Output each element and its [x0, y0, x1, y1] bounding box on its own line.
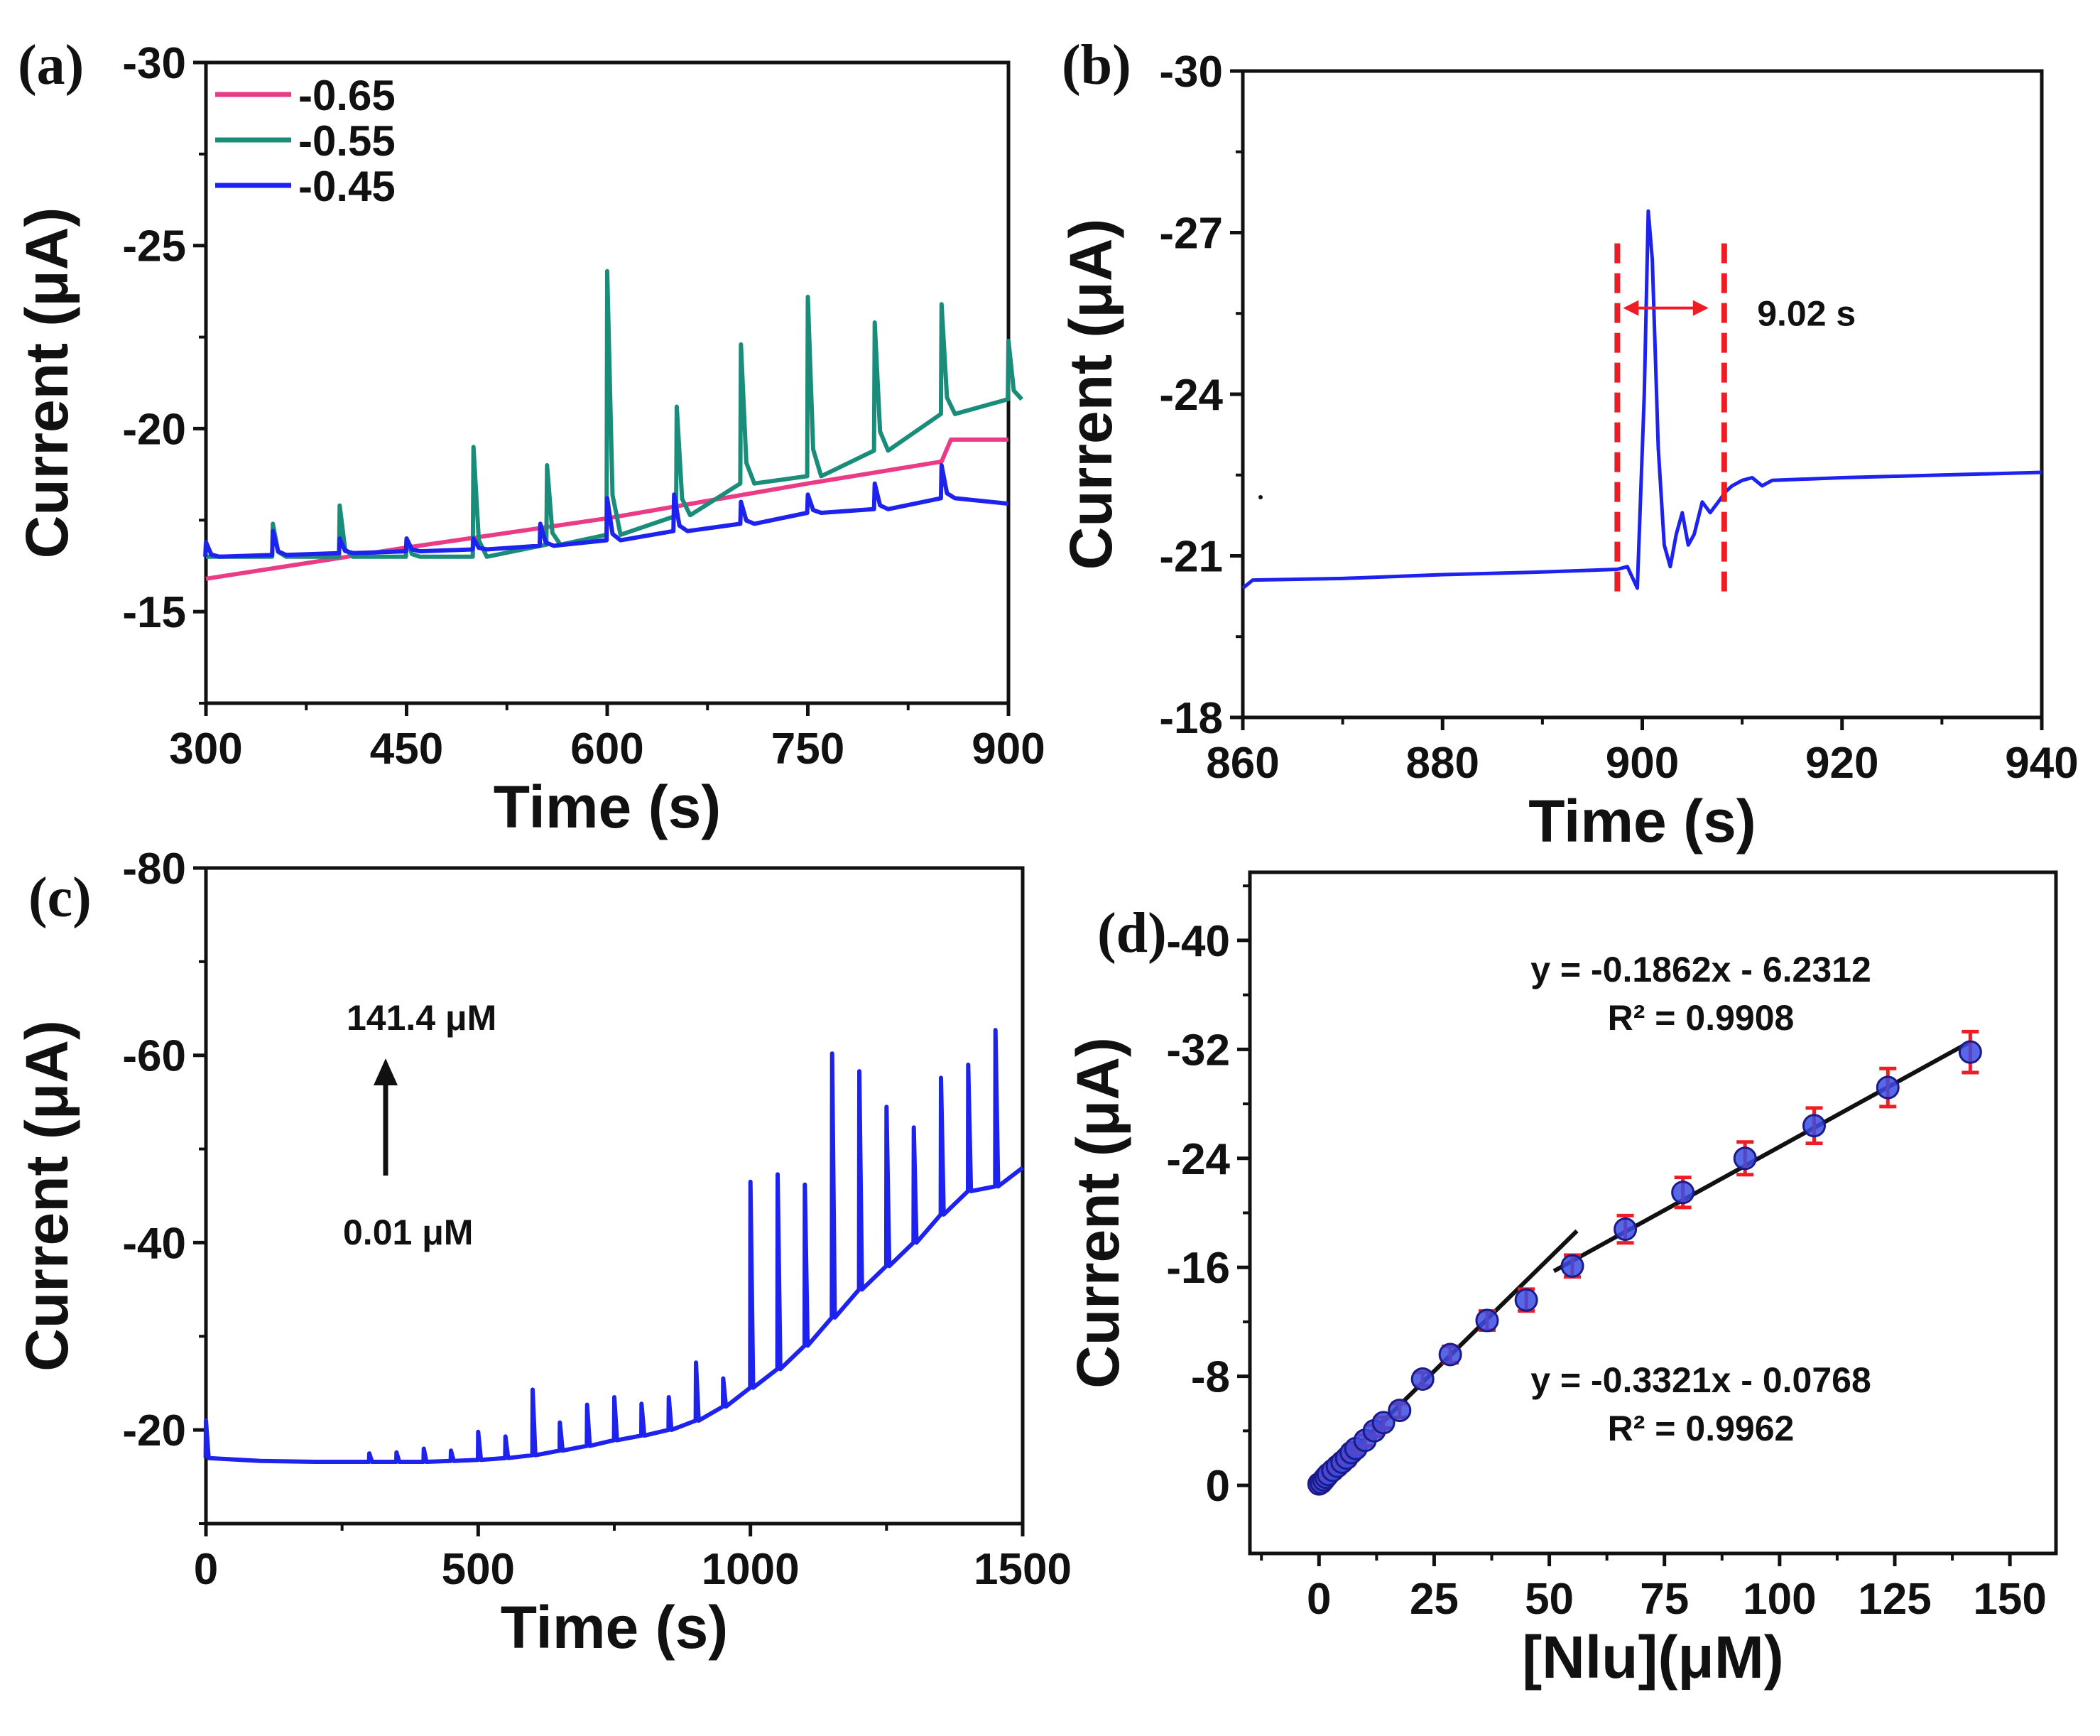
fit-r2-lower: R² = 0.9962	[1608, 1409, 1795, 1448]
x-tick-label: 1000	[702, 1545, 800, 1594]
y-tick-label: -20	[122, 405, 186, 454]
y-axis-label: Current (μA)	[1065, 1037, 1131, 1389]
data-point	[1475, 1308, 1499, 1333]
x-tick-label: 300	[169, 725, 242, 774]
panel-b: 860 880 900 920 940 -18 -21 -24 -27 -30 Time (s) Cu…	[1057, 34, 2079, 855]
panel-c: 0 500 1000 1500 -20 -40 -60 -80 Time (s) Current …	[13, 845, 1072, 1661]
y-tick-label: -40	[1166, 917, 1230, 966]
y-tick-label: -8	[1191, 1353, 1230, 1402]
y-tick-label: -27	[1159, 210, 1223, 259]
legend-label: -0.65	[298, 72, 396, 119]
data-point	[1388, 1399, 1412, 1423]
y-tick-label: -80	[122, 845, 186, 894]
fit-equation-upper: y = -0.1862x - 6.2312	[1530, 950, 1871, 989]
x-tick-label: 900	[1606, 739, 1679, 788]
x-tick-label: 940	[2005, 739, 2078, 788]
series--0.55	[206, 268, 1024, 559]
data-point	[1614, 1217, 1638, 1242]
y-tick-label: 0	[1206, 1462, 1230, 1511]
x-axis-label: Time (s)	[1528, 788, 1756, 855]
x-tick-label: 50	[1525, 1575, 1574, 1624]
y-tick-label: -15	[122, 588, 186, 637]
arrow-head	[374, 1058, 398, 1085]
x-tick-label: 920	[1805, 739, 1878, 788]
y-tick-label: -25	[122, 222, 186, 271]
y-tick-label: -24	[1166, 1135, 1230, 1184]
panel-label: (d)	[1097, 902, 1167, 965]
x-tick-label: 125	[1858, 1575, 1931, 1624]
series-line	[1241, 209, 2042, 590]
x-tick-label: 75	[1640, 1575, 1689, 1624]
data-point	[1371, 1411, 1396, 1435]
y-tick-label: -60	[122, 1032, 186, 1081]
arrow-head-left	[1623, 300, 1639, 316]
panel-label: (c)	[28, 867, 92, 929]
data-point	[1560, 1254, 1584, 1278]
y-axis-label: Current (μA)	[13, 1020, 80, 1372]
y-tick-label: -20	[122, 1406, 186, 1455]
x-tick-label: 0	[194, 1545, 218, 1594]
series-line	[205, 437, 1008, 581]
x-tick-label: 880	[1406, 739, 1479, 788]
x-tick-label: 150	[1973, 1575, 2046, 1624]
y-tick-label: -30	[1159, 48, 1223, 97]
x-tick-label: 500	[442, 1545, 515, 1594]
y-axis-label: Current (μA)	[1057, 219, 1124, 570]
x-tick-label: 450	[370, 725, 443, 774]
data-point	[1438, 1342, 1462, 1367]
x-tick-label: 0	[1307, 1575, 1331, 1624]
series-line	[203, 463, 1009, 559]
y-axis-label: Current (μA)	[13, 207, 80, 559]
fit-equation-lower: y = -0.3321x - 0.0768	[1530, 1360, 1871, 1400]
panel-label: (a)	[18, 34, 84, 97]
fit-r2-upper: R² = 0.9908	[1608, 998, 1795, 1038]
y-tick-label: -30	[122, 39, 186, 88]
data-point	[1733, 1146, 1757, 1171]
x-axis-label: Time (s)	[501, 1594, 729, 1661]
x-tick-label: 750	[771, 725, 844, 774]
stray-dot	[1258, 495, 1263, 499]
series-line	[203, 1028, 1024, 1464]
series--0.65	[205, 437, 1008, 581]
arrow-head-right	[1692, 300, 1709, 316]
response-time-label: 9.02 s	[1757, 294, 1856, 334]
series--0.45	[203, 463, 1009, 559]
legend-label: -0.55	[298, 117, 396, 165]
panel-label: (b)	[1062, 34, 1131, 97]
arrow-bottom-label: 0.01 μM	[343, 1213, 473, 1252]
x-axis-label: Time (s)	[494, 774, 722, 840]
legend-label: -0.45	[298, 163, 396, 210]
x-tick-label: 25	[1410, 1575, 1459, 1624]
data-point	[1876, 1075, 1900, 1100]
data-point	[1802, 1114, 1826, 1138]
x-tick-label: 1500	[974, 1545, 1072, 1594]
x-axis-label: [Nlu](μM)	[1522, 1624, 1784, 1691]
series-line	[206, 268, 1024, 559]
data-point	[1958, 1040, 1982, 1064]
x-tick-label: 100	[1743, 1575, 1816, 1624]
y-tick-label: -21	[1159, 533, 1223, 582]
arrow-top-label: 141.4 μM	[347, 998, 496, 1038]
y-tick-label: -32	[1166, 1026, 1230, 1075]
data-point	[1514, 1288, 1538, 1312]
y-tick-label: -16	[1166, 1244, 1230, 1293]
data-point	[1671, 1181, 1695, 1205]
x-tick-label: 600	[570, 725, 643, 774]
plot-frame	[1241, 69, 2044, 720]
y-tick-label: -18	[1159, 694, 1223, 743]
panel-a: 300 450 600 750 900 -15 -20 -25 -30 Time (s) Curre…	[13, 34, 1045, 840]
x-tick-label: 860	[1206, 739, 1279, 788]
data-point	[1410, 1367, 1435, 1391]
y-tick-label: -40	[122, 1219, 186, 1268]
y-tick-label: -24	[1159, 371, 1223, 420]
x-tick-label: 900	[972, 725, 1045, 774]
panel-d: 0 25 50 75 100 125 150 0 -8 -16 -24 -32 -40 [Nlu](μM)…	[1065, 870, 2058, 1691]
